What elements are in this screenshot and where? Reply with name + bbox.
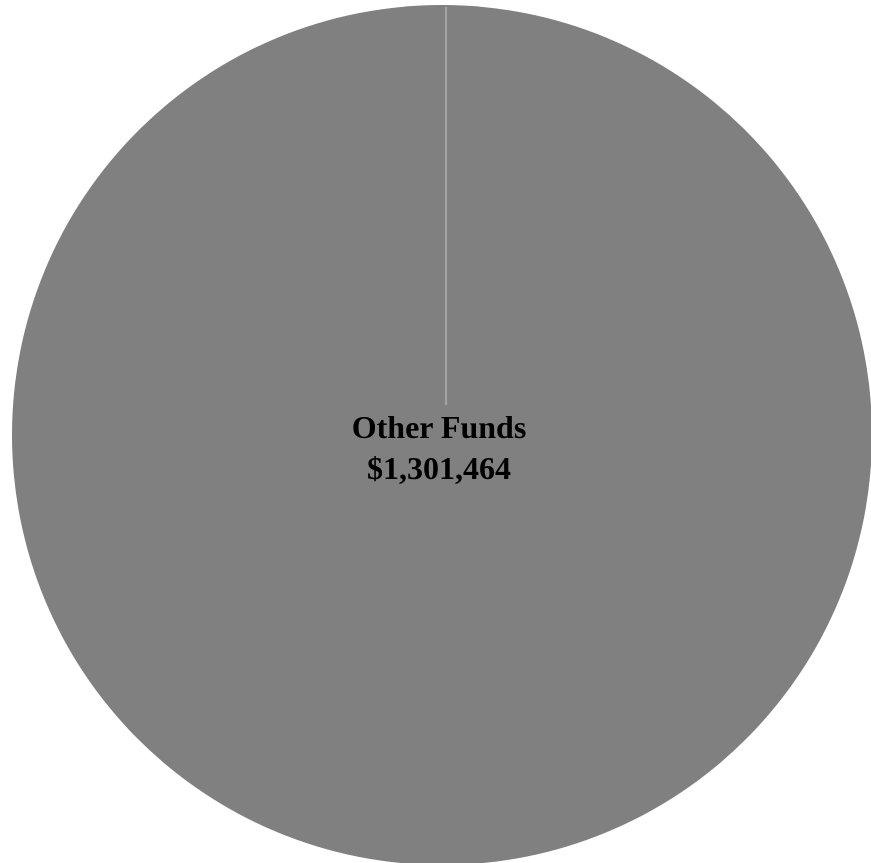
slice-label-other-funds: Other Funds	[352, 409, 527, 445]
pie-slice-other-funds	[12, 5, 871, 863]
pie-slices	[12, 5, 871, 863]
slice-value-other-funds: $1,301,464	[367, 450, 511, 486]
